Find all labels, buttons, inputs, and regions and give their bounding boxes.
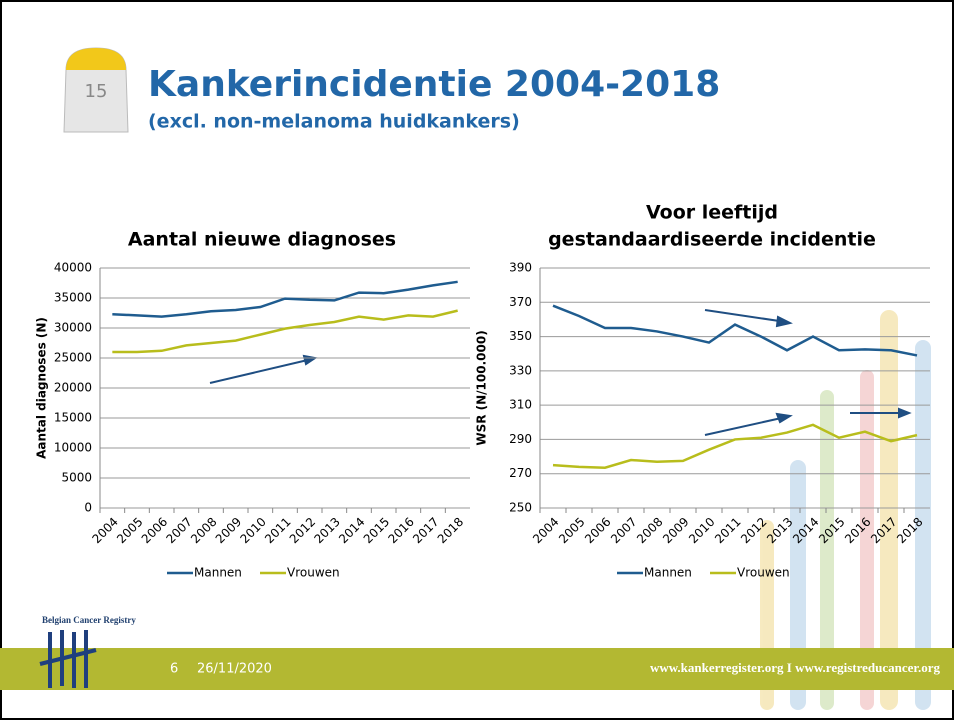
y-tick-label: 35000 xyxy=(54,291,92,305)
y-tick-label: 290 xyxy=(509,432,532,446)
page-number: 6 xyxy=(170,662,178,677)
chart-title: gestandaardiseerde incidentie xyxy=(548,229,876,251)
chart-title: Aantal nieuwe diagnoses xyxy=(128,229,396,251)
legend-label: Vrouwen xyxy=(287,566,340,580)
y-tick-label: 10000 xyxy=(54,441,92,455)
y-tick-label: 310 xyxy=(509,398,532,412)
legend-label: Vrouwen xyxy=(737,566,790,580)
legend-label: Mannen xyxy=(194,566,242,580)
y-tick-label: 25000 xyxy=(54,351,92,365)
slide: 15 Kankerincidentie 2004-2018 (excl. non… xyxy=(0,0,954,720)
y-tick-label: 0 xyxy=(84,501,92,515)
y-tick-label: 390 xyxy=(509,261,532,275)
y-tick-label: 40000 xyxy=(54,261,92,275)
y-tick-label: 370 xyxy=(509,295,532,309)
chart-title: Voor leeftijd xyxy=(646,202,778,224)
footer-url: www.kankerregister.org I www.registreduc… xyxy=(650,660,941,675)
y-tick-label: 330 xyxy=(509,363,532,377)
milestone-icon: 15 xyxy=(64,48,128,132)
y-axis-label: Aantal diagnoses (N) xyxy=(35,317,49,459)
milestone-number: 15 xyxy=(85,81,108,102)
y-tick-label: 270 xyxy=(509,466,532,480)
legend-label: Mannen xyxy=(644,566,692,580)
y-tick-label: 15000 xyxy=(54,411,92,425)
y-tick-label: 350 xyxy=(509,329,532,343)
y-axis-label: WSR (N/100.000) xyxy=(475,330,489,445)
y-tick-label: 250 xyxy=(509,501,532,515)
slide-title: Kankerincidentie 2004-2018 xyxy=(148,64,720,105)
y-tick-label: 30000 xyxy=(54,321,92,335)
date: 26/11/2020 xyxy=(197,662,272,677)
y-tick-label: 5000 xyxy=(61,471,92,485)
slide-subtitle: (excl. non-melanoma huidkankers) xyxy=(148,111,520,133)
y-tick-label: 20000 xyxy=(54,381,92,395)
logo-text: Belgian Cancer Registry xyxy=(42,615,136,625)
